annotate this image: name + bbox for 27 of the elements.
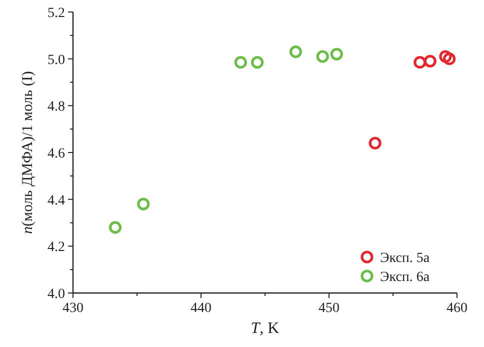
point — [137, 198, 150, 210]
text: 4.0 — [48, 287, 65, 302]
legend-label: Эксп. 6а — [380, 270, 430, 285]
point — [316, 50, 329, 63]
point — [439, 50, 452, 63]
point — [289, 46, 302, 58]
point — [414, 56, 426, 69]
y-tick-label: 5.2 — [48, 6, 65, 21]
x-axis-title: T, K — [250, 320, 280, 337]
y-tick-label: 5.0 — [48, 52, 65, 68]
y-axis-title: n(моль ДМФА)/1 моль (I) — [20, 71, 36, 234]
y-tick-label: 4.8 — [48, 100, 65, 115]
x-tick-label: 440 — [190, 301, 212, 316]
y-tick-label: 4.4 — [48, 193, 65, 208]
point — [234, 56, 247, 69]
y-tick-label: 4.2 — [48, 240, 65, 256]
y-tick-label: 4.6 — [48, 146, 65, 162]
point — [108, 221, 122, 234]
point — [424, 54, 436, 68]
point — [251, 56, 264, 69]
x-tick-label: 450 — [318, 301, 340, 316]
point — [368, 136, 382, 150]
legend-label: Эксп. 5а — [380, 251, 430, 266]
point — [330, 48, 343, 60]
point — [443, 52, 456, 66]
x-tick-label: 430 — [62, 301, 84, 316]
x-tick-label: 460 — [446, 301, 468, 316]
